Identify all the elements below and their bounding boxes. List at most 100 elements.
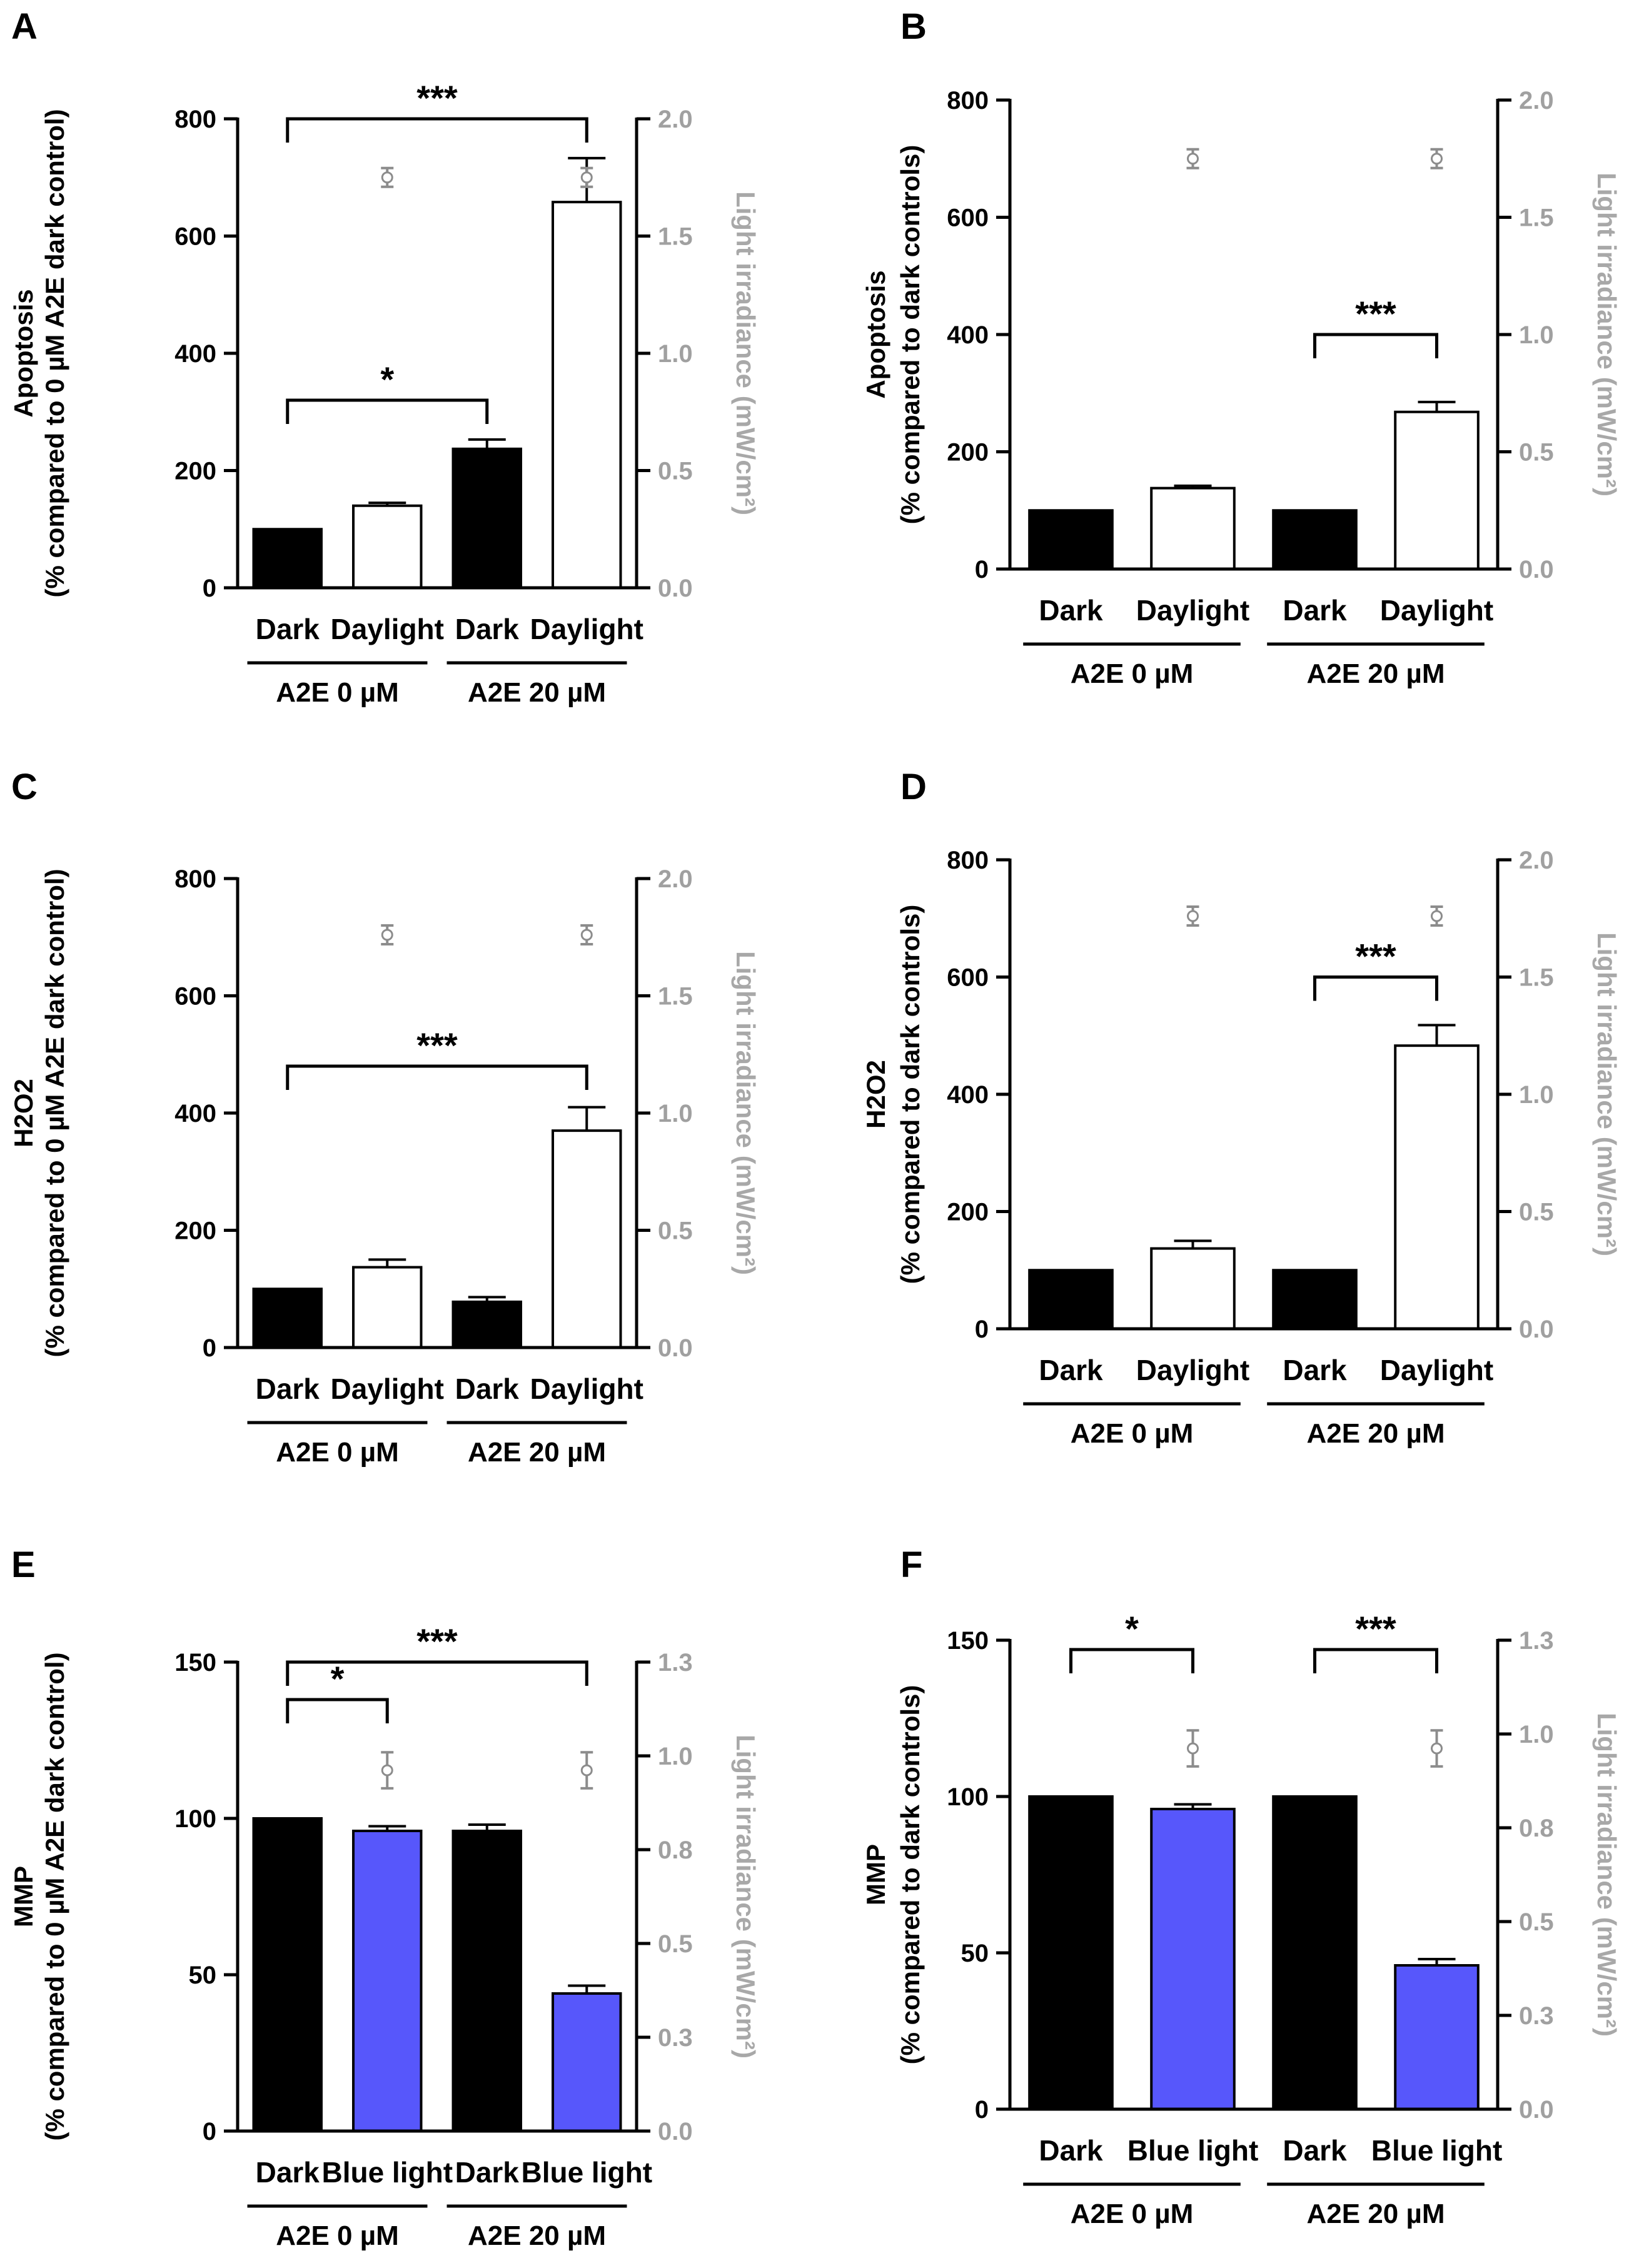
panel-label: A <box>11 6 38 47</box>
y2-tick-label: 0.5 <box>1519 1199 1554 1226</box>
category-label: Dark <box>455 2156 520 2189</box>
y-tick-label: 50 <box>961 1940 989 1967</box>
y-tick-label: 200 <box>174 1217 216 1245</box>
category-label: Blue light <box>321 2156 453 2189</box>
significance-bracket <box>286 117 588 143</box>
significance-bracket <box>1313 333 1438 358</box>
category-label: Dark <box>256 1373 320 1405</box>
group-label: A2E 20 µM <box>468 2220 606 2251</box>
y-tick-label: 600 <box>174 983 216 1011</box>
y-axis-subtitle: (% compared to 0 µM A2E dark control) <box>40 869 69 1357</box>
bar-1 <box>1028 1269 1114 1330</box>
bar-4 <box>552 201 622 589</box>
category-label: Dark <box>256 613 320 645</box>
y-tick-label: 150 <box>174 1649 216 1676</box>
irradiance-point <box>381 171 393 184</box>
y2-tick-label: 0.0 <box>658 2118 693 2145</box>
significance-label: * <box>1125 1609 1139 1648</box>
bar-1 <box>1028 1795 1114 2110</box>
y2-axis-title: Light irradiance (mW/cm²) <box>1592 1713 1621 2037</box>
y2-tick-label: 0.5 <box>1519 439 1554 466</box>
y-tick-label: 0 <box>975 1316 989 1343</box>
bar-4 <box>1394 1044 1480 1330</box>
y2-tick-label: 0.0 <box>1519 1316 1554 1343</box>
category-label: Dark <box>1283 2134 1347 2167</box>
bar-3 <box>1272 1269 1358 1330</box>
category-label: Daylight <box>1380 1354 1493 1386</box>
y-axis-title: Apoptosis <box>9 289 38 417</box>
category-label: Dark <box>1039 1354 1103 1386</box>
bar-4 <box>1394 1964 1480 2110</box>
significance-label: * <box>331 1659 345 1698</box>
category-label: Dark <box>256 2156 320 2189</box>
y-axis-title: MMP <box>861 1844 890 1905</box>
significance-label: *** <box>416 1026 458 1065</box>
y2-tick-label: 2.0 <box>1519 847 1554 874</box>
irradiance-point <box>1187 153 1199 165</box>
bar-2 <box>1150 1808 1236 2110</box>
y2-tick-label: 0.5 <box>658 458 693 485</box>
irradiance-point <box>381 929 393 941</box>
bar-4 <box>1394 410 1480 570</box>
y-tick-label: 50 <box>189 1962 217 1989</box>
y-tick-label: 600 <box>174 223 216 251</box>
y2-tick-label: 0.5 <box>658 1217 693 1245</box>
category-label: Blue light <box>1371 2134 1503 2167</box>
significance-label: *** <box>416 78 458 118</box>
bar-3 <box>451 447 522 589</box>
y2-axis-title: Light irradiance (mW/cm²) <box>731 191 760 515</box>
y-tick-label: 100 <box>947 1783 989 1811</box>
panel-b: B 0 200 400 600 800 0.0 0.5 1.0 1.5 2.0 Dark Dayligh… <box>861 6 1621 689</box>
y2-tick-label: 1.0 <box>658 1743 693 1770</box>
bar-1 <box>1028 509 1114 570</box>
irradiance-point <box>1431 1742 1443 1755</box>
y-tick-label: 200 <box>174 458 216 485</box>
y-tick-label: 800 <box>947 847 989 874</box>
y-axis-title: Apoptosis <box>861 270 890 398</box>
y2-tick-label: 1.0 <box>1519 321 1554 349</box>
y2-tick-label: 0.0 <box>1519 556 1554 583</box>
irradiance-point <box>1431 910 1443 922</box>
y2-tick-label: 1.0 <box>658 340 693 368</box>
y2-tick-label: 0.5 <box>658 1930 693 1958</box>
irradiance-point <box>580 171 593 184</box>
y-tick-label: 100 <box>174 1805 216 1833</box>
irradiance-point <box>580 929 593 941</box>
category-label: Daylight <box>1136 1354 1249 1386</box>
significance-label: *** <box>1355 1609 1396 1648</box>
y2-tick-label: 0.3 <box>1519 2002 1554 2030</box>
group-label: A2E 20 µM <box>1307 658 1445 689</box>
y2-tick-label: 0.0 <box>658 1334 693 1362</box>
y-tick-label: 0 <box>203 2118 216 2145</box>
irradiance-point <box>1187 910 1199 922</box>
group-label: A2E 0 µM <box>276 677 399 708</box>
significance-bracket <box>1313 1648 1438 1673</box>
y2-tick-label: 1.3 <box>1519 1627 1554 1655</box>
bar-2 <box>352 504 423 589</box>
bar-2 <box>1150 1247 1236 1330</box>
significance-bracket <box>286 1064 588 1090</box>
category-label: Daylight <box>1380 594 1493 627</box>
bar-2 <box>352 1830 423 2132</box>
irradiance-point <box>1431 153 1443 165</box>
significance-bracket <box>286 1698 389 1723</box>
significance-label: *** <box>1355 937 1396 976</box>
bar-2 <box>1150 486 1236 570</box>
y2-axis-title: Light irradiance (mW/cm²) <box>1592 932 1621 1256</box>
category-label: Dark <box>1283 1354 1347 1386</box>
bar-4 <box>552 1129 622 1349</box>
y-tick-label: 400 <box>174 340 216 368</box>
group-label: A2E 20 µM <box>468 677 606 708</box>
category-label: Daylight <box>530 1373 643 1405</box>
panel-label: F <box>900 1545 922 1585</box>
group-label: A2E 0 µM <box>1071 1418 1194 1449</box>
category-label: Dark <box>455 1373 520 1405</box>
panel-label: E <box>11 1545 36 1585</box>
y-axis-subtitle: (% compared to dark controls) <box>895 905 925 1284</box>
y-tick-label: 150 <box>947 1627 989 1655</box>
panel-a: A 0 200 400 600 800 0.0 0.5 1.0 1.5 2.0 Dark Dayligh… <box>9 6 760 708</box>
y2-tick-label: 0.8 <box>658 1837 693 1864</box>
y-axis-subtitle: (% compared to 0 µM A2E dark control) <box>40 109 69 597</box>
y2-tick-label: 2.0 <box>658 106 693 133</box>
